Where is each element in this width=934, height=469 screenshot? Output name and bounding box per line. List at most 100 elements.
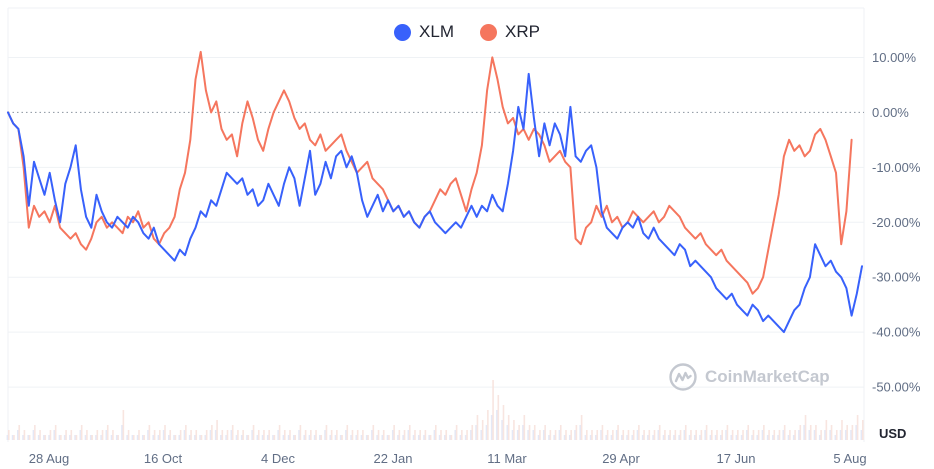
volume-bar-xlm: [246, 435, 248, 440]
volume-bar-xrp: [731, 430, 734, 440]
volume-bar-xrp: [820, 430, 822, 440]
volume-bar-xrp: [252, 425, 255, 440]
volume-bar-xlm: [371, 430, 373, 440]
volume-bar-xrp: [54, 425, 57, 440]
volume-bar-xlm: [261, 435, 264, 440]
volume-bar-xlm: [308, 435, 311, 440]
volume-bar-xlm: [834, 435, 837, 440]
volume-bar-xrp: [310, 430, 312, 440]
volume-bar-xlm: [350, 435, 352, 440]
volume-bar-xlm: [324, 430, 326, 440]
volume-bar-xlm: [287, 435, 290, 440]
volume-bar-xlm: [105, 430, 108, 440]
volume-bar-xrp: [268, 430, 270, 440]
volume-bar-xrp: [273, 435, 276, 440]
volume-bar-xlm: [584, 435, 587, 440]
volume-bar-xlm: [641, 435, 644, 440]
volume-bar-xrp: [18, 425, 21, 440]
volume-bar-xlm: [678, 435, 680, 440]
volume-bar-xrp: [632, 430, 635, 440]
volume-bar-xrp: [435, 425, 437, 440]
volume-bar-xlm: [147, 430, 149, 440]
volume-bar-xrp: [164, 425, 166, 440]
volume-bar-xrp: [216, 420, 218, 440]
volume-bar-xlm: [225, 435, 227, 440]
volume-bar-xlm: [53, 430, 56, 440]
volume-bar-xlm: [600, 430, 602, 440]
volume-bar-xrp: [658, 425, 661, 440]
volume-bar-xlm: [152, 435, 155, 440]
volume-bar-xlm: [48, 435, 50, 440]
volume-bar-xlm: [506, 425, 509, 440]
volume-bars: [6, 380, 864, 440]
y-tick-label: -40.00%: [872, 325, 921, 340]
volume-bar-xlm: [485, 425, 488, 440]
volume-bar-xrp: [778, 430, 781, 440]
volume-bar-xrp: [455, 425, 458, 440]
volume-bar-xrp: [382, 430, 385, 440]
volume-bar-xrp: [648, 430, 651, 440]
legend-item-xrp[interactable]: XRP: [480, 18, 540, 46]
volume-bar-xlm: [444, 435, 446, 440]
volume-bar-xrp: [8, 430, 10, 440]
volume-bar-xrp: [39, 430, 41, 440]
legend: XLM XRP: [0, 18, 934, 46]
volume-bar-xrp: [403, 430, 406, 440]
volume-bar-xrp: [205, 430, 208, 440]
volume-bar-xrp: [794, 430, 796, 440]
volume-bar-xrp: [481, 420, 484, 440]
volume-bar-xlm: [798, 430, 800, 440]
volume-bar-xlm: [527, 430, 529, 440]
legend-dot-xrp: [480, 23, 497, 41]
volume-bar-xrp: [75, 435, 78, 440]
volume-bar-xrp: [341, 435, 343, 440]
volume-bar-xlm: [829, 430, 831, 440]
volume-bar-xlm: [74, 435, 76, 440]
volume-bar-xlm: [100, 435, 102, 440]
series-line-xlm[interactable]: [7, 72, 863, 334]
volume-bar-xrp: [710, 430, 713, 440]
volume-bar-xlm: [173, 435, 175, 440]
volume-bar-xlm: [115, 435, 118, 440]
legend-item-xlm[interactable]: XLM: [394, 18, 454, 46]
volume-bar-xlm: [298, 430, 300, 440]
volume-bar-xlm: [454, 430, 457, 440]
volume-bar-xlm: [433, 430, 436, 440]
volume-bar-xrp: [414, 430, 416, 440]
volume-bar-xrp: [393, 425, 395, 440]
volume-bar-xrp: [398, 430, 401, 440]
volume-bar-xlm: [386, 435, 389, 440]
volume-bar-xrp: [65, 430, 67, 440]
volume-bar-xlm: [683, 430, 686, 440]
volume-bar-xlm: [626, 435, 628, 440]
volume-bar-xrp: [492, 380, 494, 440]
volume-bar-xrp: [367, 435, 369, 440]
volume-bar-xlm: [610, 435, 613, 440]
volume-bar-xrp: [726, 425, 729, 440]
x-axis: 28 Aug 16 Oct 4 Dec 22 Jan 11 Mar 29 Apr 17 Ju…: [29, 451, 867, 466]
volume-bar-xrp: [138, 430, 140, 440]
volume-bar-xrp: [684, 425, 687, 440]
volume-bar-xrp: [148, 425, 151, 440]
volume-bar-xlm: [787, 435, 790, 440]
volume-bar-xrp: [143, 435, 145, 440]
volume-bar-xrp: [846, 425, 848, 440]
volume-bar-xrp: [330, 430, 333, 440]
volume-bar-xrp: [664, 430, 666, 440]
volume-bar-xlm: [511, 430, 514, 440]
volume-bar-xrp: [372, 425, 375, 440]
volume-bar-xlm: [740, 435, 743, 440]
volume-bar-xrp: [179, 430, 182, 440]
volume-bar-xlm: [235, 435, 238, 440]
volume-bar-xlm: [313, 435, 316, 440]
legend-label-xrp: XRP: [505, 22, 540, 41]
volume-bar-xrp: [559, 425, 562, 440]
volume-bar-xrp: [596, 430, 599, 440]
volume-bar-xlm: [136, 435, 139, 440]
volume-bar-xrp: [132, 435, 135, 440]
volume-bar-xlm: [412, 435, 415, 440]
series-line-xrp[interactable]: [7, 50, 853, 295]
volume-bar-xlm: [761, 430, 764, 440]
volume-bar-xrp: [862, 420, 864, 440]
